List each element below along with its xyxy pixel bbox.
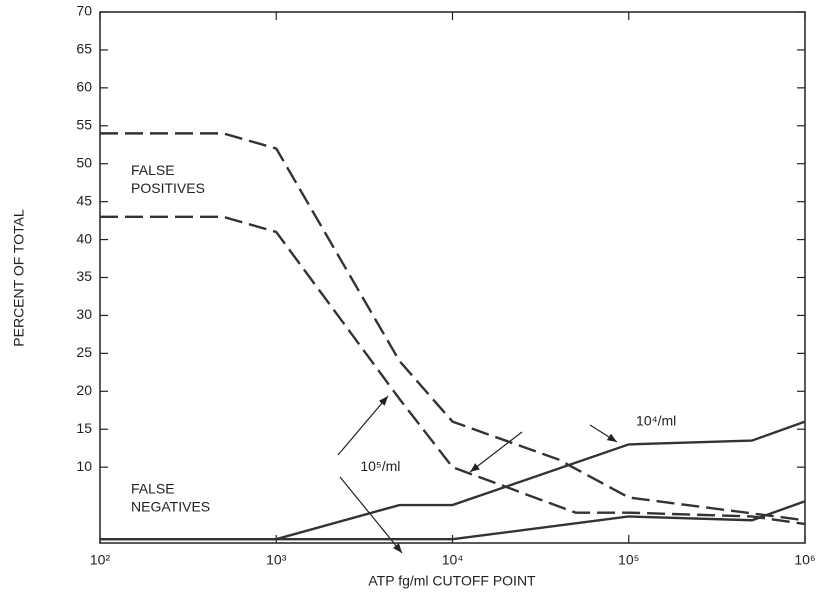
y-tick-label: 20 (76, 382, 92, 398)
x-tick-label: 10³ (266, 552, 287, 568)
y-tick-label: 55 (76, 116, 92, 132)
y-tick-label: 15 (76, 420, 92, 436)
y-tick-label: 30 (76, 306, 92, 322)
y-tick-label: 45 (76, 192, 92, 208)
arrow (589, 424, 618, 443)
x-tick-label: 10⁴ (442, 552, 464, 568)
arrows (337, 395, 618, 554)
x-tick-label: 10⁵ (618, 552, 639, 568)
annotation: FALSE (131, 162, 175, 178)
y-tick-label: 25 (76, 344, 92, 360)
arrow (469, 431, 523, 473)
arrow (339, 476, 403, 554)
y-tick-label: 60 (76, 79, 92, 95)
plot-frame (99, 11, 806, 544)
annotation: 10⁵/ml (360, 458, 400, 474)
dashed-line (100, 132, 806, 522)
y-tick-label: 70 (76, 3, 92, 19)
annotation: 10⁴/ml (636, 412, 676, 428)
annotation: FALSE (131, 481, 175, 497)
annotation: POSITIVES (131, 180, 205, 196)
y-tick-label: 40 (76, 230, 92, 246)
dashed-line (100, 215, 806, 526)
y-tick-label: 50 (76, 154, 92, 170)
arrow (337, 395, 389, 456)
x-tick-label: 10² (90, 552, 111, 568)
x-axis-label: ATP fg/ml CUTOFF POINT (368, 573, 536, 589)
annotation: NEGATIVES (131, 499, 210, 515)
solid-line (100, 500, 806, 541)
solid-line (100, 420, 806, 541)
x-tick-label: 10⁶ (794, 552, 815, 568)
y-tick-label: 10 (76, 458, 92, 474)
y-tick-label: 35 (76, 268, 92, 284)
y-axis-label: PERCENT OF TOTAL (11, 209, 27, 347)
y-tick-label: 65 (76, 41, 92, 57)
